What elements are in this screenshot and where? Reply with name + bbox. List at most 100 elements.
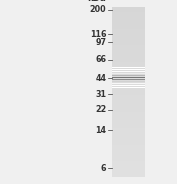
Bar xyxy=(112,174,145,175)
Bar xyxy=(112,20,145,21)
Bar xyxy=(112,21,145,22)
Bar xyxy=(112,127,145,128)
Bar xyxy=(112,65,145,66)
Bar xyxy=(112,129,145,130)
Bar xyxy=(112,10,145,11)
Text: kDa: kDa xyxy=(87,0,106,3)
Bar xyxy=(112,130,145,131)
Bar xyxy=(112,48,145,49)
Bar xyxy=(112,69,145,70)
Bar xyxy=(112,168,145,169)
Bar xyxy=(112,147,145,148)
Bar xyxy=(112,123,145,124)
Bar xyxy=(112,134,145,135)
Bar xyxy=(112,74,145,75)
Bar xyxy=(112,34,145,35)
Bar xyxy=(112,109,145,110)
Bar xyxy=(112,73,145,74)
Bar xyxy=(112,67,145,68)
Bar xyxy=(112,107,145,108)
Bar xyxy=(112,141,145,142)
Bar xyxy=(112,113,145,114)
Bar xyxy=(112,143,145,144)
Bar xyxy=(112,58,145,59)
Bar xyxy=(112,9,145,10)
Bar xyxy=(112,91,145,92)
Bar xyxy=(112,23,145,24)
Bar xyxy=(112,56,145,57)
Bar xyxy=(112,131,145,132)
Bar xyxy=(112,175,145,176)
Bar xyxy=(112,88,145,89)
Bar xyxy=(112,80,145,81)
Bar xyxy=(112,19,145,20)
Bar xyxy=(112,164,145,165)
Bar xyxy=(112,167,145,168)
Bar xyxy=(112,68,145,69)
Text: 200: 200 xyxy=(90,5,106,14)
Bar xyxy=(112,114,145,115)
Bar xyxy=(112,101,145,102)
Bar xyxy=(112,133,145,134)
Bar xyxy=(112,14,145,15)
Bar xyxy=(112,97,145,98)
Bar xyxy=(112,31,145,32)
Bar xyxy=(112,43,145,44)
Bar xyxy=(112,111,145,112)
Bar xyxy=(112,75,145,76)
Bar xyxy=(112,15,145,16)
Bar xyxy=(112,119,145,120)
Bar xyxy=(112,33,145,34)
Bar xyxy=(112,11,145,12)
Text: 44: 44 xyxy=(95,74,106,83)
Bar xyxy=(112,12,145,13)
Bar xyxy=(112,26,145,27)
Bar xyxy=(112,154,145,155)
Bar xyxy=(112,170,145,171)
Bar xyxy=(112,108,145,109)
Bar xyxy=(112,35,145,36)
Bar xyxy=(112,17,145,18)
Bar xyxy=(112,161,145,162)
Bar xyxy=(112,37,145,38)
Bar xyxy=(112,142,145,143)
Bar xyxy=(112,59,145,60)
Bar xyxy=(112,110,145,111)
Bar xyxy=(112,148,145,149)
Bar xyxy=(112,135,145,136)
Bar xyxy=(112,87,145,88)
Bar xyxy=(112,61,145,62)
Text: 31: 31 xyxy=(95,89,106,98)
Bar xyxy=(112,55,145,56)
Text: 116: 116 xyxy=(90,30,106,39)
Bar xyxy=(112,122,145,123)
Text: 66: 66 xyxy=(95,55,106,64)
Bar xyxy=(112,172,145,173)
Bar xyxy=(112,102,145,103)
Bar xyxy=(112,151,145,152)
Bar xyxy=(112,64,145,65)
Bar xyxy=(112,29,145,30)
Bar xyxy=(112,66,145,67)
Bar xyxy=(112,136,145,137)
Bar xyxy=(112,100,145,101)
Bar xyxy=(112,7,145,8)
Bar xyxy=(112,158,145,159)
Bar xyxy=(112,71,145,72)
Bar xyxy=(112,47,145,48)
Bar xyxy=(112,32,145,33)
Bar xyxy=(112,36,145,37)
Bar xyxy=(112,44,145,45)
Bar xyxy=(112,96,145,97)
Bar xyxy=(112,86,145,87)
Bar xyxy=(112,60,145,61)
Bar xyxy=(112,118,145,119)
Bar xyxy=(112,40,145,41)
Bar xyxy=(112,155,145,156)
Bar xyxy=(112,116,145,117)
Bar xyxy=(112,144,145,145)
Bar xyxy=(112,28,145,29)
Bar xyxy=(112,54,145,55)
Bar xyxy=(112,140,145,141)
Bar xyxy=(112,81,145,82)
